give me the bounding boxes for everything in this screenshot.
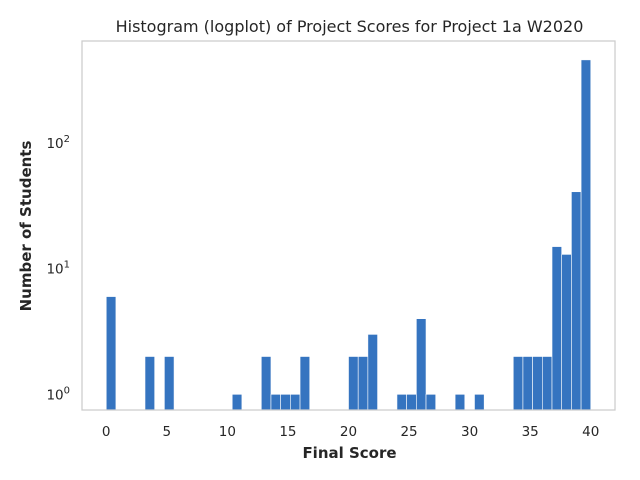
y-tick-exponent: 2	[64, 134, 70, 145]
x-tick-label: 5	[163, 424, 172, 440]
histogram-bar	[425, 394, 437, 411]
histogram-bar	[290, 394, 301, 411]
y-tick-label: 101	[46, 260, 70, 278]
x-tick-label: 25	[400, 424, 417, 440]
x-tick-label: 30	[461, 424, 478, 440]
x-tick-label: 20	[340, 424, 357, 440]
histogram-bar	[280, 394, 291, 411]
bars-layer	[105, 59, 592, 411]
y-tick-exponent: 1	[64, 260, 70, 271]
x-tick-label: 40	[582, 424, 599, 440]
histogram-bar	[396, 394, 407, 411]
y-axis-label: Number of Students	[17, 141, 35, 312]
histogram-bar	[542, 356, 553, 411]
histogram-bar	[571, 191, 582, 411]
histogram-bar	[406, 394, 417, 411]
x-axis-ticks: 0 5 10 15 20 25 30 35 40	[102, 424, 599, 440]
y-tick-base: 10	[46, 136, 63, 152]
histogram-bar	[367, 334, 378, 411]
y-tick-label: 102	[46, 134, 70, 152]
histogram-bar	[532, 356, 543, 411]
histogram-bar	[231, 394, 243, 411]
y-tick-exponent: 0	[64, 385, 70, 396]
histogram-bar	[270, 394, 281, 411]
y-tick-base: 10	[46, 387, 63, 403]
histogram-bar	[299, 356, 311, 411]
histogram-bar	[260, 356, 272, 411]
histogram-bar	[474, 394, 485, 411]
x-tick-label: 10	[219, 424, 236, 440]
histogram-bar	[512, 356, 524, 411]
histogram-bar	[105, 296, 117, 411]
histogram-bar	[522, 356, 533, 411]
histogram-bar	[357, 356, 369, 411]
histogram-bar	[580, 59, 592, 411]
x-tick-label: 15	[279, 424, 296, 440]
plot-frame	[81, 40, 616, 411]
y-tick-base: 10	[46, 262, 63, 278]
x-tick-label: 35	[522, 424, 539, 440]
chart-title: Histogram (logplot) of Project Scores fo…	[116, 17, 584, 36]
x-axis-label: Final Score	[302, 444, 396, 462]
x-tick-label: 0	[102, 424, 111, 440]
histogram-bar	[144, 356, 155, 411]
y-tick-label: 100	[46, 385, 70, 403]
histogram-bar	[164, 356, 175, 411]
histogram-bar	[416, 318, 427, 411]
histogram-bar	[551, 246, 563, 411]
histogram-bar	[454, 394, 466, 411]
histogram-bar	[348, 356, 359, 411]
histogram-bar	[561, 254, 572, 411]
